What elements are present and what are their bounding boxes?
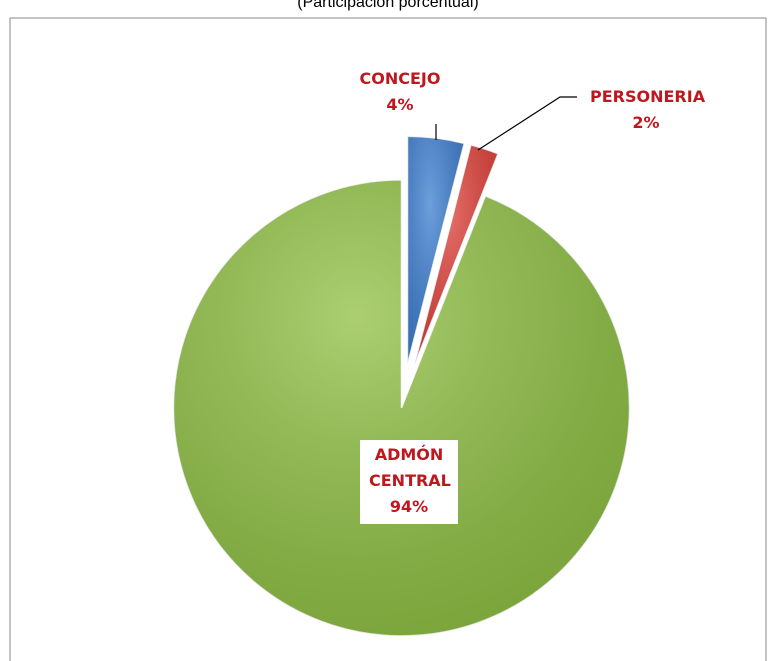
chart-frame bbox=[9, 17, 767, 661]
value-label: 94% bbox=[389, 497, 429, 516]
slice-label: ADMÓN CENTRAL 94% bbox=[360, 440, 458, 524]
pie-slice bbox=[172, 179, 631, 637]
slice-label: CONCEJO 4% bbox=[350, 66, 450, 118]
value-label: 4% bbox=[386, 95, 414, 114]
chart-title: (Participación porcentual) bbox=[297, 0, 479, 11]
slice-label: PERSONERIA 2% bbox=[590, 84, 706, 136]
category-label: ADMÓN CENTRAL bbox=[369, 445, 451, 490]
category-label: PERSONERIA bbox=[590, 87, 706, 106]
category-label: CONCEJO bbox=[359, 69, 441, 88]
leader-line bbox=[477, 96, 577, 151]
value-label: 2% bbox=[632, 113, 660, 132]
